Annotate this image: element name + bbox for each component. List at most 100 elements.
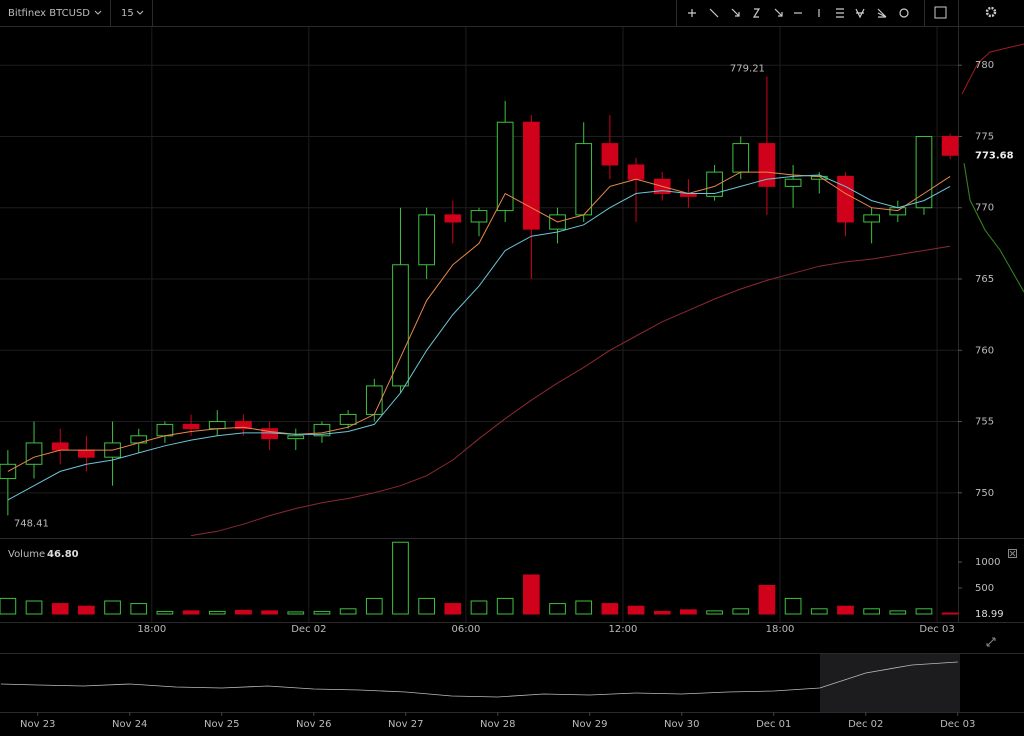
candle-body (78, 449, 95, 458)
y-tick-label: 775 (975, 131, 994, 142)
interval-caret (136, 10, 144, 15)
candle-body (758, 143, 776, 187)
volume-bar (837, 605, 854, 615)
candle-body (418, 214, 436, 266)
volume-bar (313, 610, 331, 615)
volume-bar (156, 610, 174, 615)
volume-bar (601, 603, 619, 615)
volume-bar (235, 609, 252, 615)
x-tick-label: 12:00 (609, 624, 638, 635)
low-label: 748.41 (14, 518, 49, 529)
volume-bar (915, 608, 933, 615)
volume-current: 46.80 (47, 549, 79, 560)
y-tick-label: 750 (975, 488, 994, 499)
y-tick-label: 765 (975, 274, 994, 285)
candle-body (915, 135, 933, 209)
x-tick-label: 06:00 (451, 624, 480, 635)
candle-body (706, 171, 723, 197)
volume-bar (365, 597, 383, 615)
close-pane[interactable] (1008, 549, 1017, 558)
volume-bar (522, 574, 540, 615)
volume-bar (732, 608, 750, 615)
settings-icon[interactable] (985, 6, 997, 18)
volume-bar (889, 610, 907, 615)
navigator-selection[interactable] (820, 654, 960, 712)
price-marker (960, 147, 1024, 164)
interval[interactable]: 15 (121, 8, 134, 19)
x-tick-label: Dec 02 (291, 624, 326, 635)
candle-body (627, 164, 645, 180)
volume-bar (627, 605, 645, 615)
x-tick-label: Nov 29 (572, 719, 607, 730)
close-pane-icon (1009, 550, 1016, 557)
candle-body (287, 435, 305, 440)
volume-bar (208, 610, 226, 615)
candle-body (732, 143, 750, 173)
candle-body (522, 121, 540, 230)
candle-body (941, 135, 959, 156)
volume-bar (941, 612, 959, 615)
volume-bar (784, 597, 802, 615)
volume-bar (130, 603, 148, 615)
volume-bar (653, 610, 671, 615)
x-tick-label: Nov 26 (296, 719, 331, 730)
navigator-line (0, 661, 958, 698)
candle-body (339, 413, 357, 425)
candle-body (863, 214, 880, 223)
y-tick-label: 755 (975, 417, 994, 428)
volume-bar (339, 608, 357, 615)
symbol[interactable]: Bitfinex BTCUSD (8, 8, 90, 19)
x-tick-label: Dec 03 (940, 719, 975, 730)
candle-body (365, 385, 383, 415)
x-tick-label: Nov 25 (204, 719, 239, 730)
volume-bar (810, 608, 828, 615)
candle-body (51, 442, 69, 451)
candle-body (0, 463, 17, 480)
y-tick-label: 770 (975, 203, 994, 214)
volume-bar (575, 600, 593, 615)
volume-bar (182, 610, 200, 615)
candle-body (575, 143, 593, 216)
volume-bar (758, 584, 776, 615)
candle-body (601, 143, 619, 166)
y-tick-label: 760 (975, 345, 994, 356)
volume-bar (0, 597, 17, 615)
volume-bar (680, 609, 697, 615)
moving-average (7, 171, 951, 472)
volume-bar (261, 610, 278, 615)
y-tick-label: 780 (975, 60, 994, 71)
candle-body (444, 214, 462, 223)
x-tick-label: Nov 27 (388, 719, 423, 730)
candle-body (156, 423, 174, 437)
candle-body (496, 121, 514, 212)
plot-layer: 750 755 760 765 770 775 780 18:00 Dec 02 06:00 12:… (0, 60, 1024, 730)
volume-bar (706, 610, 723, 615)
depth-line (961, 149, 1024, 293)
volume-bar (25, 600, 43, 615)
y-tick-label: 500 (975, 583, 994, 594)
volume-bar (863, 608, 880, 615)
drawing-tools[interactable] (688, 8, 909, 19)
moving-average (191, 245, 951, 537)
volume-bar (470, 600, 488, 615)
high-label: 779.21 (730, 63, 765, 74)
x-tick-label: Dec 01 (756, 719, 791, 730)
y-tick-label: 1000 (975, 557, 1000, 568)
x-tick-label: 18:00 (766, 624, 795, 635)
candle-body (182, 423, 200, 430)
candle-body (889, 207, 907, 216)
volume-bar (287, 611, 305, 615)
chart-settings-icon[interactable] (934, 6, 947, 19)
volume-bar (444, 603, 462, 615)
volume-bar (392, 541, 409, 615)
volume-bar (51, 603, 69, 615)
volume-bar (549, 603, 566, 615)
volume-bar (418, 597, 436, 615)
x-tick-label: Nov 23 (20, 719, 55, 730)
candle-body (208, 421, 226, 430)
volume-bar (104, 600, 121, 615)
expand-icon[interactable] (986, 637, 996, 647)
candle-body (25, 442, 43, 465)
candle-body (235, 421, 252, 430)
